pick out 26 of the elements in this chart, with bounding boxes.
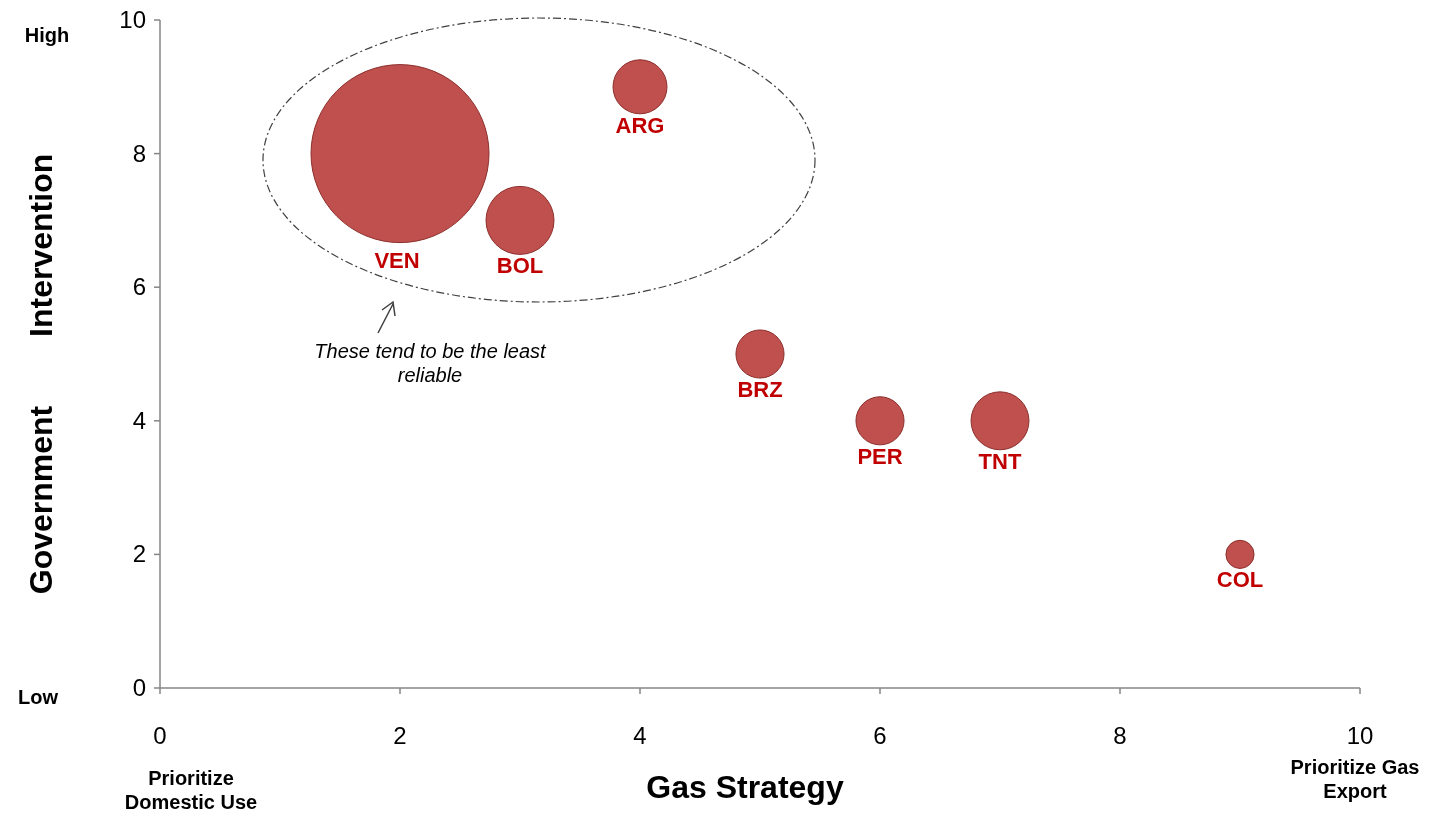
y-tick-label: 10 xyxy=(119,6,146,33)
annotation: BOL xyxy=(496,253,544,279)
annotation: VEN xyxy=(374,248,420,273)
annotation: ARG xyxy=(615,112,665,138)
x-tick-label: 4 xyxy=(633,722,647,749)
y-tick-label: 8 xyxy=(132,139,146,167)
y-tick-label: 6 xyxy=(132,273,146,301)
text: Low xyxy=(18,686,59,708)
annotation: COL xyxy=(1216,567,1264,593)
annotation: PER xyxy=(857,443,903,469)
text: Prioritize Gas Export xyxy=(1290,756,1420,802)
x-axis-title: Gas Strategy xyxy=(646,769,844,805)
y-tick-label: 2 xyxy=(132,540,146,568)
y-tick-label: 0 xyxy=(132,674,146,701)
x-tick-label: 10 xyxy=(1346,722,1374,749)
text: High xyxy=(24,24,70,46)
annotation: TNT xyxy=(978,448,1022,474)
y-tick-label: 4 xyxy=(132,406,146,434)
text: Prioritize Domestic Use xyxy=(124,767,258,813)
x-tick-label: 2 xyxy=(393,722,407,749)
x-tick-label: 8 xyxy=(1113,722,1127,749)
x-tick-label: 6 xyxy=(873,722,887,749)
annotation: These tend to be the least reliable xyxy=(314,340,548,386)
x-tick-label: 0 xyxy=(153,722,167,749)
y-axis-title: Government Intervention xyxy=(23,153,59,595)
annotation: BRZ xyxy=(737,377,783,403)
